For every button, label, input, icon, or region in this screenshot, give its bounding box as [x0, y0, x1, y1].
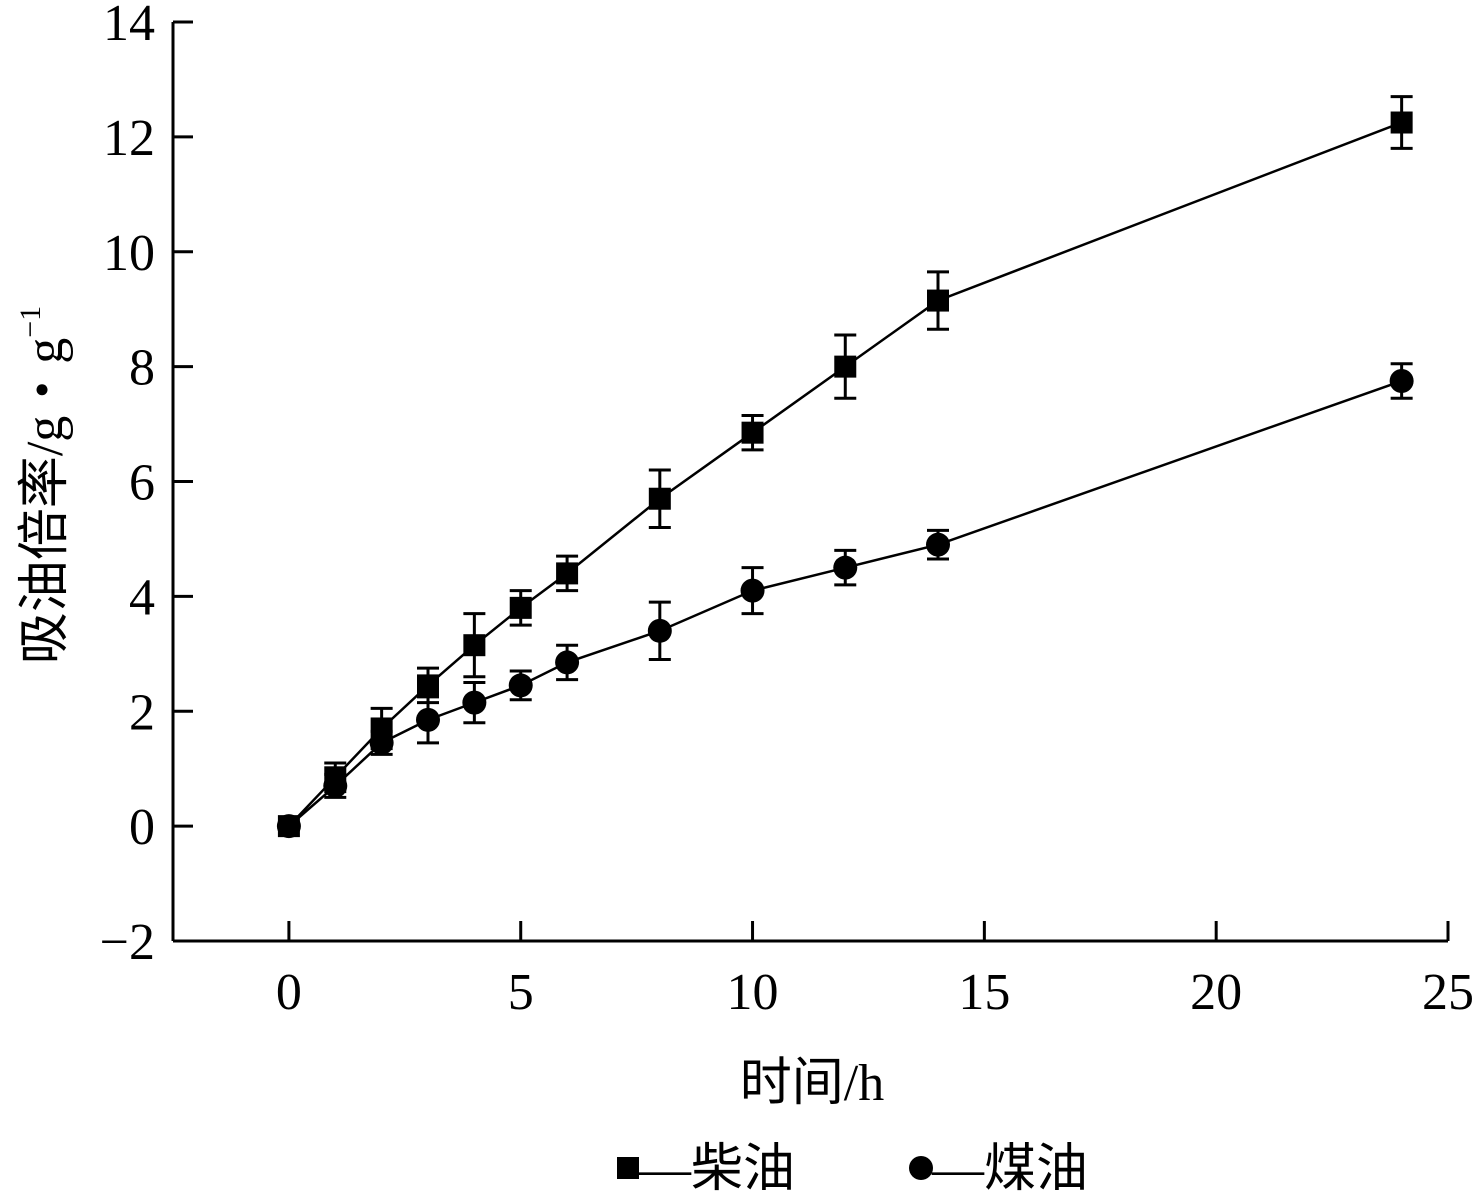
legend-label: —煤油: [931, 1141, 1088, 1198]
x-tick-label: 0: [276, 964, 302, 1021]
data-point-circle: [740, 578, 765, 603]
legend-item-2: —煤油: [909, 1141, 1088, 1198]
legend: —柴油 —煤油: [617, 1141, 1088, 1198]
data-point-square: [648, 487, 671, 510]
y-axis-title-superscript: −1: [14, 306, 47, 338]
data-point-circle: [462, 690, 487, 715]
data-point-circle: [323, 773, 348, 798]
y-axis-title-main: 吸油倍率/g・g: [17, 338, 74, 664]
x-tick-label: 10: [727, 964, 779, 1021]
data-point-circle: [833, 555, 858, 580]
data-point-circle: [926, 532, 950, 557]
series-2: [276, 362, 1414, 839]
data-point-square: [417, 674, 439, 697]
x-tick-label: 5: [508, 964, 534, 1021]
data-point-square: [556, 562, 579, 585]
legend-label: —柴油: [638, 1141, 795, 1198]
y-tick-label: 10: [103, 225, 155, 282]
series-line: [288, 121, 1403, 827]
y-axis-title: 吸油倍率/g・g−1: [14, 306, 74, 664]
x-axis-title: 时间/h: [740, 1055, 884, 1112]
data-point-circle: [416, 707, 440, 732]
data-point-square: [1390, 111, 1413, 134]
data-point-circle: [508, 673, 533, 698]
x-tick-label: 15: [958, 964, 1010, 1021]
y-tick-label: 4: [129, 569, 155, 626]
data-point-circle: [555, 650, 580, 675]
data-point-square: [463, 634, 486, 657]
data-point-circle: [369, 730, 394, 755]
series-line: [288, 379, 1403, 828]
y-tick-label: −2: [100, 914, 155, 971]
data-point-square: [509, 596, 532, 619]
data-point-square: [741, 421, 764, 444]
y-tick-label: 2: [129, 684, 155, 741]
x-tick-label: 20: [1190, 964, 1242, 1021]
axes: −2 0 2 4 6 8 10 12 14 0 5 10 15 20 25: [100, 0, 1474, 1021]
x-tick-label: 25: [1422, 964, 1474, 1021]
svg-text:吸油倍率/g・g−1: 吸油倍率/g・g−1: [14, 306, 74, 664]
y-tick-label: 8: [129, 340, 155, 397]
y-tick-label: 14: [103, 0, 155, 52]
series-layer: [276, 95, 1414, 839]
data-point-circle: [276, 814, 301, 839]
data-point-circle: [647, 618, 672, 643]
data-point-square: [834, 355, 857, 378]
data-point-square: [927, 289, 949, 312]
y-tick-label: 0: [129, 799, 155, 856]
legend-item-1: —柴油: [617, 1141, 795, 1198]
legend-marker-circle: [909, 1156, 933, 1180]
legend-marker-square: [617, 1157, 639, 1179]
data-point-circle: [1389, 368, 1414, 393]
y-tick-label: 6: [129, 455, 155, 512]
y-tick-label: 12: [103, 110, 155, 167]
series-1: [277, 95, 1413, 838]
